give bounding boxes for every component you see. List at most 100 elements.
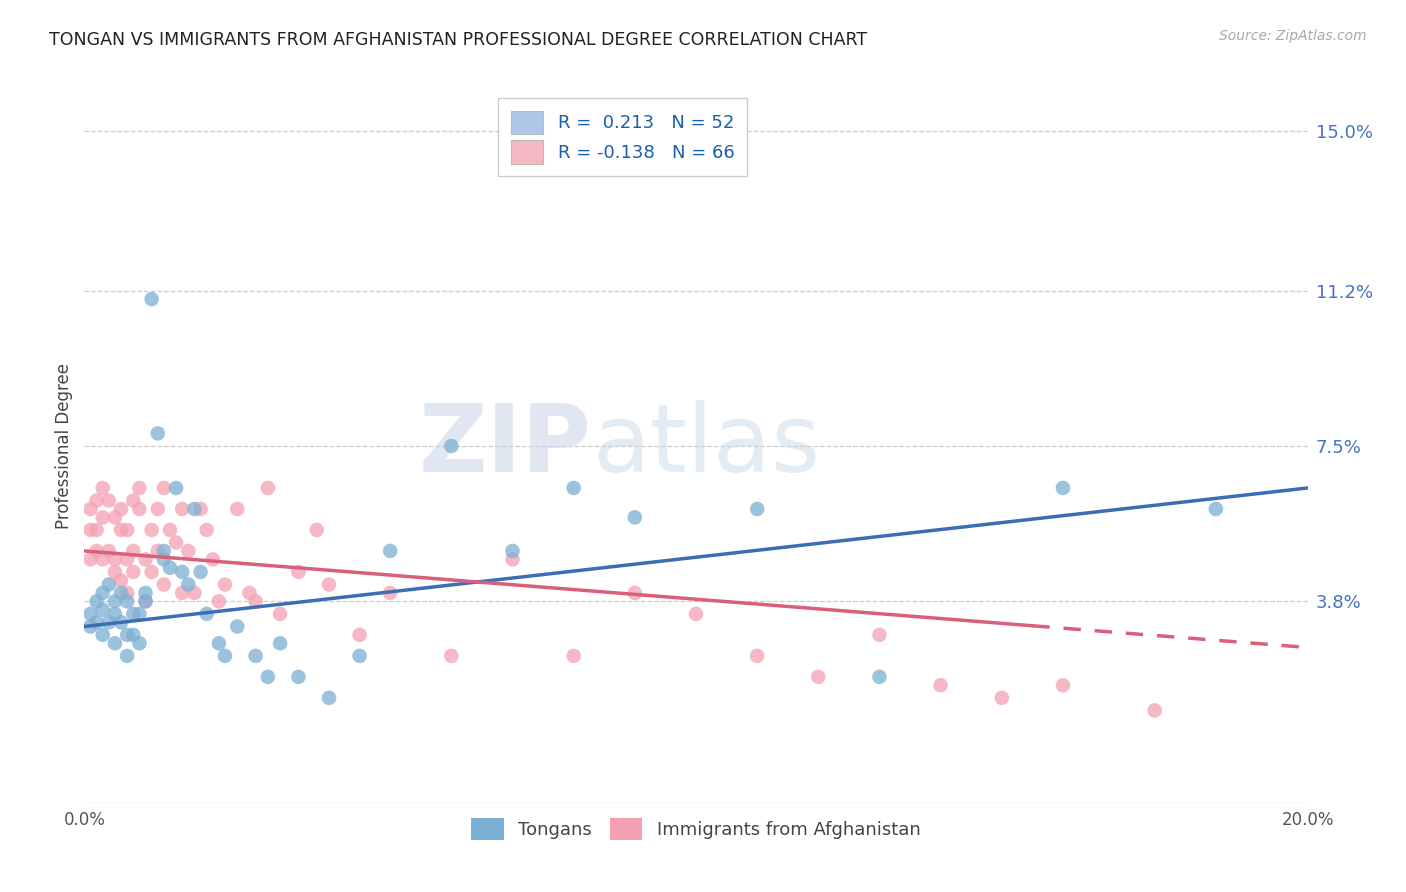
Point (91, 603, 114, 617)
Point (122, 565, 145, 579)
Text: ZIP: ZIP (419, 400, 592, 492)
Point (440, 439, 463, 453)
Point (141, 565, 163, 579)
Point (115, 648, 138, 663)
Point (97, 544, 120, 558)
Point (349, 648, 371, 663)
Point (190, 565, 212, 579)
Point (269, 636, 291, 650)
Point (747, 648, 769, 663)
Point (190, 502, 212, 516)
Point (380, 586, 402, 600)
Point (79, 502, 101, 516)
Point (624, 510, 647, 524)
Point (208, 594, 231, 608)
Point (110, 586, 132, 600)
Point (153, 481, 176, 495)
Point (115, 586, 138, 600)
Point (135, 594, 157, 608)
Point (122, 544, 145, 558)
Point (214, 648, 236, 663)
Point (183, 586, 205, 600)
Point (135, 594, 157, 608)
Point (177, 577, 200, 591)
Point (128, 481, 150, 495)
Point (104, 636, 127, 650)
Point (257, 670, 280, 684)
Point (153, 544, 176, 558)
Point (86, 544, 108, 558)
Point (159, 523, 181, 537)
Point (79, 607, 101, 621)
Legend: Tongans, Immigrants from Afghanistan: Tongans, Immigrants from Afghanistan (464, 811, 928, 847)
Point (153, 552, 176, 566)
Point (135, 586, 157, 600)
Point (183, 502, 205, 516)
Point (91, 510, 114, 524)
Point (226, 619, 249, 633)
Point (104, 552, 127, 566)
Point (110, 502, 132, 516)
Point (104, 510, 127, 524)
Point (79, 619, 101, 633)
Point (128, 636, 150, 650)
Point (165, 481, 187, 495)
Point (257, 481, 280, 495)
Point (128, 502, 150, 516)
Point (869, 670, 891, 684)
Point (269, 607, 291, 621)
Point (122, 493, 145, 508)
Point (929, 678, 952, 692)
Point (104, 607, 127, 621)
Point (1143, 703, 1166, 717)
Point (1052, 481, 1074, 495)
Point (141, 523, 163, 537)
Point (91, 481, 114, 495)
Point (146, 544, 169, 558)
Point (287, 565, 309, 579)
Text: atlas: atlas (592, 400, 820, 492)
Point (115, 552, 138, 566)
Point (238, 586, 260, 600)
Point (86, 523, 108, 537)
Point (86, 493, 108, 508)
Point (245, 594, 267, 608)
Point (110, 523, 132, 537)
Point (502, 552, 524, 566)
Point (349, 628, 371, 642)
Point (104, 594, 127, 608)
Text: Source: ZipAtlas.com: Source: ZipAtlas.com (1219, 29, 1367, 43)
Point (318, 690, 340, 705)
Point (146, 502, 169, 516)
Point (159, 560, 181, 574)
Point (305, 523, 328, 537)
Point (91, 552, 114, 566)
Point (172, 565, 194, 579)
Point (177, 544, 200, 558)
Point (869, 628, 891, 642)
Point (214, 577, 236, 591)
Y-axis label: Professional Degree: Professional Degree (55, 363, 73, 529)
Point (172, 502, 194, 516)
Point (141, 292, 163, 306)
Point (79, 523, 101, 537)
Point (562, 481, 585, 495)
Point (172, 586, 194, 600)
Point (115, 594, 138, 608)
Point (91, 586, 114, 600)
Point (115, 628, 138, 642)
Point (104, 565, 127, 579)
Point (287, 670, 309, 684)
Point (562, 648, 585, 663)
Point (208, 636, 231, 650)
Point (195, 523, 218, 537)
Point (201, 552, 224, 566)
Point (380, 544, 402, 558)
Point (502, 544, 524, 558)
Text: TONGAN VS IMMIGRANTS FROM AFGHANISTAN PROFESSIONAL DEGREE CORRELATION CHART: TONGAN VS IMMIGRANTS FROM AFGHANISTAN PR… (49, 31, 868, 49)
Point (807, 670, 830, 684)
Point (79, 552, 101, 566)
Point (115, 523, 138, 537)
Point (991, 690, 1014, 705)
Point (97, 577, 120, 591)
